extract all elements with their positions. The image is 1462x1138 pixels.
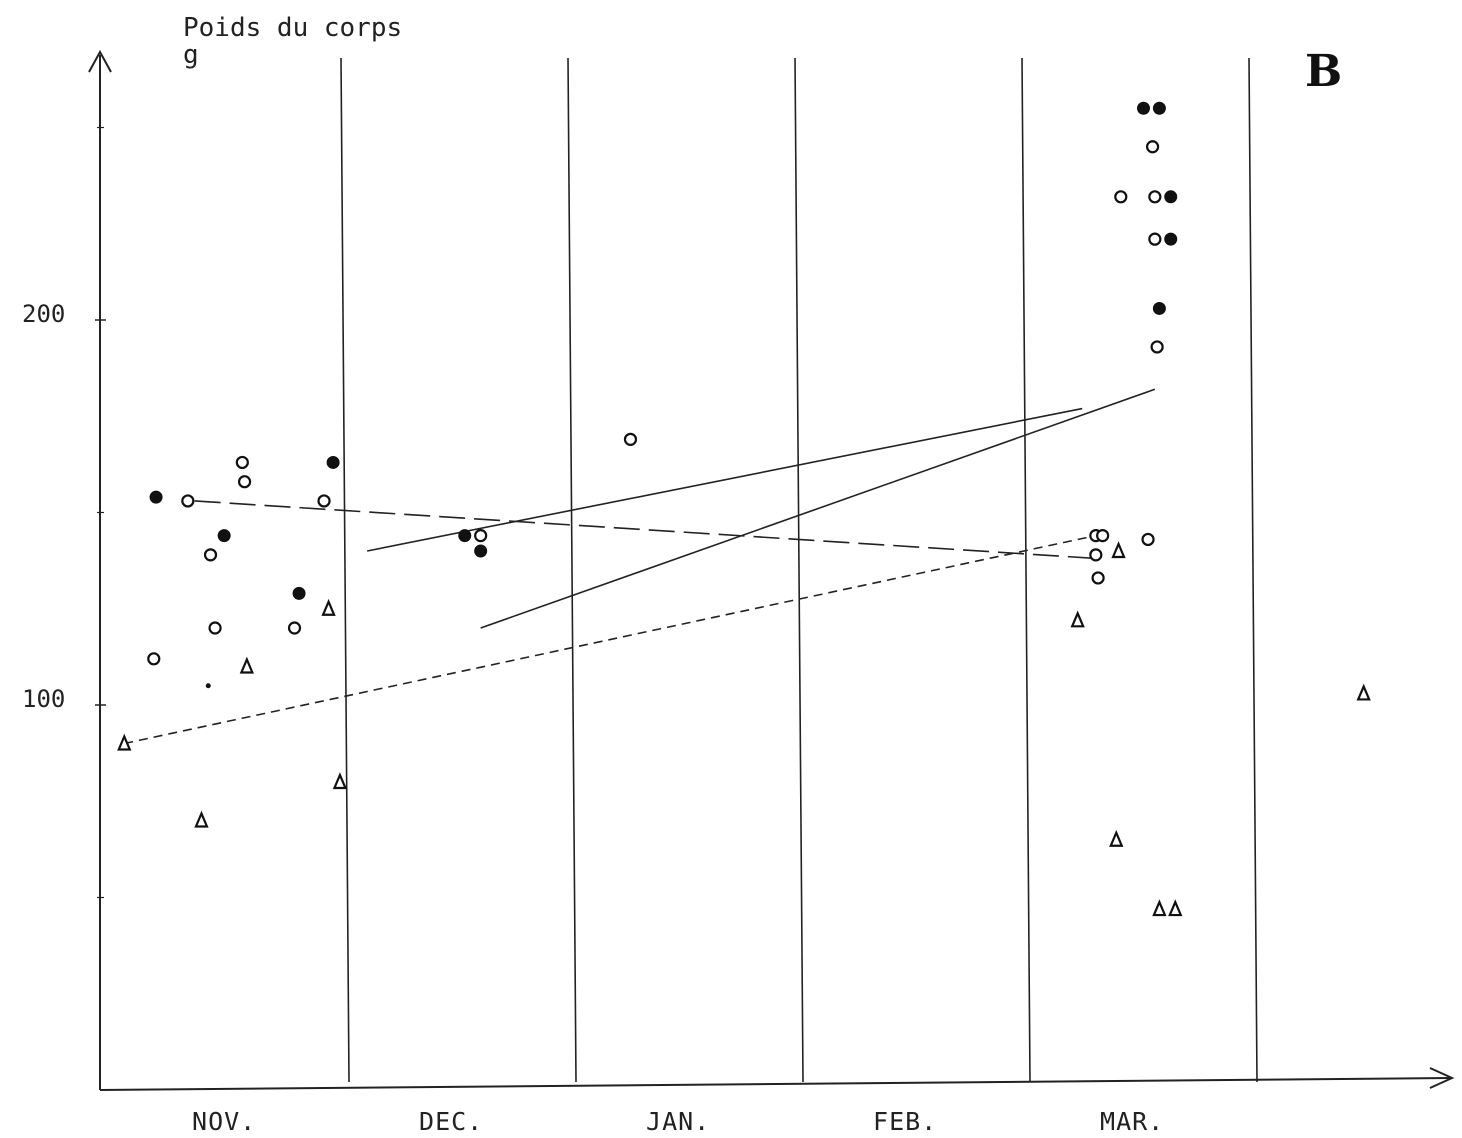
filled-circle-point (217, 529, 231, 543)
open-circle-point (1148, 190, 1162, 204)
open-circle-point (1089, 548, 1103, 562)
open-circle-point (1114, 190, 1128, 204)
month-divider (340, 57, 350, 1083)
triangle-point (1152, 899, 1167, 917)
filled-circle-point (1164, 190, 1178, 204)
connecting-lines (124, 388, 1156, 745)
connecting-line-short-dash (124, 534, 1096, 745)
triangle-point (194, 810, 209, 828)
month-label: FEB. (873, 1107, 937, 1136)
x-axis (99, 1077, 1451, 1091)
triangle-point (1109, 829, 1124, 847)
open-circle-point (1141, 532, 1155, 547)
month-divider (1021, 57, 1031, 1083)
open-circle-point (1096, 528, 1110, 543)
y-axis-unit: g (183, 40, 199, 70)
triangle-point (332, 772, 348, 790)
open-circle-point (1150, 340, 1164, 354)
open-circle-point (1145, 140, 1160, 154)
filled-circle-point (1152, 301, 1166, 315)
filled-circle-point (1152, 101, 1166, 115)
month-label: NOV. (192, 1107, 256, 1136)
open-circle-point (147, 652, 161, 666)
triangle-point (117, 733, 132, 751)
month-label: JAN. (646, 1107, 710, 1136)
filled-circle-point (474, 544, 488, 558)
triangle-point (1356, 683, 1371, 701)
y-axis-label: Poids du corps (183, 13, 402, 43)
small-dot-point (205, 683, 211, 689)
y-tick-label: 100 (22, 685, 65, 713)
y-ticks: 200 100 (22, 126, 106, 899)
connecting-line-solid (480, 388, 1156, 629)
open-circle-point (208, 621, 222, 635)
month-label: DEC. (419, 1107, 483, 1136)
open-circle-point (317, 494, 331, 508)
month-labels: NOV. DEC. JAN. FEB. MAR. (192, 1107, 1164, 1136)
month-dividers (340, 57, 1258, 1083)
triangle-point (1070, 610, 1085, 628)
filled-circle-point (292, 586, 306, 600)
connecting-line-long-dash (194, 500, 1101, 560)
filled-circle-point (149, 490, 163, 504)
panel-label: B (1305, 46, 1342, 97)
month-divider (1248, 57, 1258, 1083)
connecting-line-solid (367, 407, 1083, 552)
open-circle-point (235, 455, 249, 470)
y-axis-arrow (88, 49, 112, 73)
open-circle-point (474, 528, 488, 543)
y-tick-label: 200 (22, 300, 65, 328)
triangle-point (321, 598, 336, 616)
month-label: MAR. (1100, 1107, 1164, 1136)
data-points (117, 101, 1371, 917)
x-axis-arrow (1429, 1067, 1455, 1089)
month-divider (794, 57, 804, 1083)
filled-circle-point (1137, 101, 1150, 115)
open-circle-point (203, 548, 218, 562)
open-circle-point (1091, 571, 1105, 585)
filled-circle-point (458, 529, 472, 543)
open-circle-point (623, 432, 638, 446)
filled-circle-point (326, 455, 340, 469)
filled-circle-point (1164, 232, 1178, 246)
triangle-point (1111, 541, 1126, 559)
open-circle-point (287, 621, 302, 635)
open-circle-point (1148, 232, 1162, 246)
open-circle-point (237, 475, 252, 489)
month-divider (567, 57, 577, 1083)
triangle-point (239, 656, 255, 674)
triangle-point (1168, 899, 1183, 917)
axes (88, 49, 1455, 1091)
open-circle-point (181, 494, 195, 508)
